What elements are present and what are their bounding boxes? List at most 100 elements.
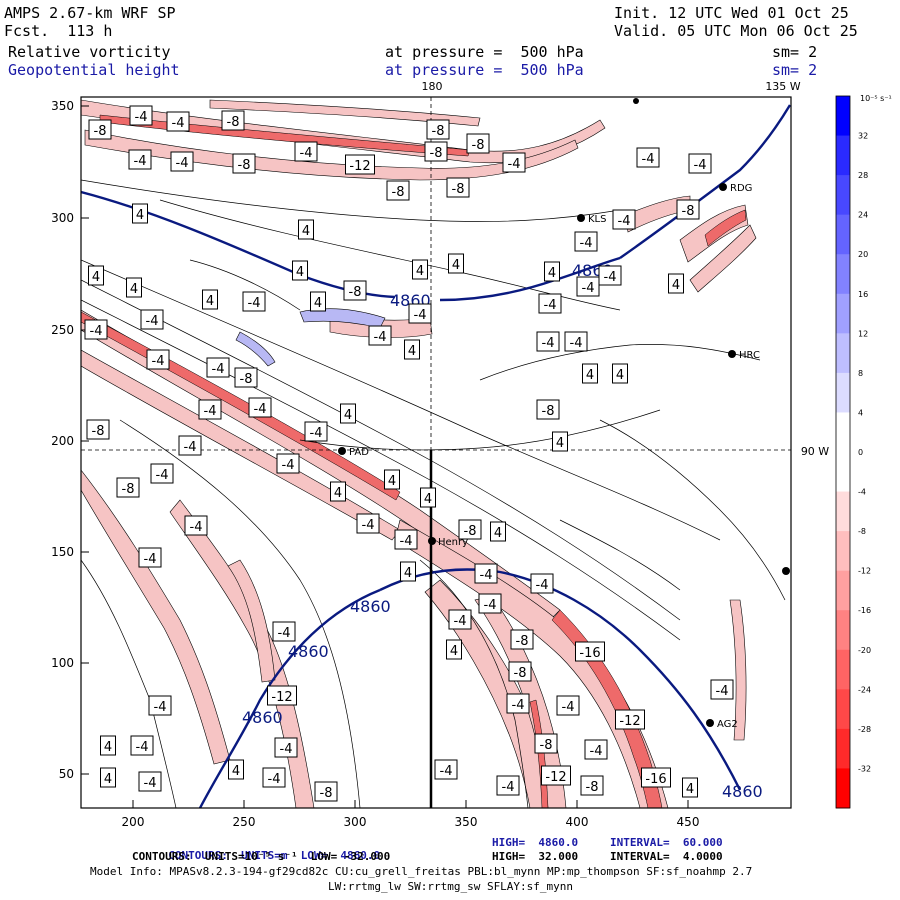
- vorticity-label: -8: [221, 110, 245, 131]
- vorticity-label: -4: [556, 695, 580, 716]
- colorbar-unit: 10⁻⁵ s⁻¹: [860, 94, 892, 103]
- vorticity-label: -4: [274, 737, 298, 758]
- height-label: 4860: [242, 708, 283, 727]
- vorticity-label-text: 4: [296, 265, 304, 280]
- colorbar-label: 28: [858, 171, 868, 180]
- vorticity-label: -4: [408, 303, 432, 324]
- y-tick-label: 100: [51, 656, 74, 670]
- height-label: 4860: [350, 597, 391, 616]
- station-label: Henry: [438, 537, 468, 548]
- vorticity-label-text: 4: [388, 474, 396, 489]
- vorticity-label-text: -4: [278, 626, 291, 641]
- vorticity-label-text: -8: [432, 124, 445, 139]
- vorticity-label: -4: [148, 695, 172, 716]
- vorticity-label-text: 4: [556, 436, 564, 451]
- vorticity-label-text: -4: [156, 468, 169, 483]
- vorticity-label-text: -16: [645, 772, 666, 787]
- field1-level: at pressure = 500 hPa: [385, 43, 584, 61]
- station-dot: [428, 537, 436, 545]
- vorticity-label-text: -8: [452, 182, 465, 197]
- vorticity-label: 4: [668, 273, 684, 294]
- station-label: RDG: [730, 183, 752, 194]
- colorbar-segment: [836, 531, 850, 572]
- colorbar-segment: [836, 570, 850, 611]
- colorbar-label: 4: [858, 408, 863, 417]
- footer-vorticity-high: HIGH= 32.000: [492, 850, 579, 863]
- vorticity-label: -4: [478, 593, 502, 614]
- colorbar-label: -8: [858, 527, 866, 536]
- vorticity-label-text: -4: [146, 314, 159, 329]
- vorticity-label: -4: [129, 105, 153, 126]
- colorbar-label: 12: [858, 329, 868, 338]
- vorticity-label-text: -4: [580, 236, 593, 251]
- vorticity-label: -8: [116, 477, 140, 498]
- vorticity-label-text: -8: [540, 738, 553, 753]
- vorticity-label: -4: [368, 325, 392, 346]
- vorticity-label: 4: [400, 561, 416, 582]
- vorticity-label: -8: [446, 177, 470, 198]
- x-tick-label: 450: [677, 815, 700, 829]
- vorticity-label: -4: [140, 309, 164, 330]
- vorticity-label: -4: [248, 397, 272, 418]
- model-title: AMPS 2.67-km WRF SP: [4, 4, 176, 22]
- vorticity-label-text: -4: [300, 146, 313, 161]
- vorticity-label-text: -4: [134, 154, 147, 169]
- footer-vorticity-interval: INTERVAL= 4.0000: [610, 850, 723, 863]
- vorticity-label: 4: [448, 253, 464, 274]
- x-tick-label: 400: [566, 815, 589, 829]
- vorticity-label: -4: [598, 265, 622, 286]
- vorticity-label: -8: [88, 119, 112, 140]
- vorticity-label-text: 4: [136, 208, 144, 223]
- vorticity-label-text: -4: [248, 296, 261, 311]
- vorticity-label: -4: [130, 735, 154, 756]
- station-dot: [706, 719, 714, 727]
- footer-height-contours: CONTOURS: UNITS=m LOW= 4860.0: [155, 836, 380, 862]
- colorbar-segment: [836, 649, 850, 690]
- colorbar-label: 0: [858, 448, 863, 457]
- vorticity-label-text: -12: [545, 770, 566, 785]
- init-time: Init. 12 UTC Wed 01 Oct 25: [614, 4, 849, 22]
- x-tick-label: 350: [455, 815, 478, 829]
- vorticity-label-text: -4: [184, 440, 197, 455]
- field1-smoothing: sm= 2: [772, 43, 818, 61]
- vorticity-label: -8: [510, 629, 534, 650]
- y-tick-label: 350: [51, 99, 74, 113]
- station-label: PAD: [349, 447, 369, 458]
- vorticity-label: -8: [232, 153, 256, 174]
- vorticity-label-text: -8: [349, 285, 362, 300]
- vorticity-label: -8: [343, 280, 367, 301]
- y-tick-label: 50: [59, 767, 74, 781]
- vorticity-label-text: 4: [344, 408, 352, 423]
- vorticity-label: 4: [412, 259, 428, 280]
- vorticity-label: -4: [198, 399, 222, 420]
- vorticity-label: -4: [166, 111, 190, 132]
- vorticity-label-text: -4: [414, 308, 427, 323]
- vorticity-label-text: -4: [90, 324, 103, 339]
- vorticity-label: 4: [446, 639, 462, 660]
- vorticity-label: 4: [612, 363, 628, 384]
- vorticity-label: -4: [242, 291, 266, 312]
- vorticity-label: -4: [356, 513, 380, 534]
- vorticity-label: -4: [206, 357, 230, 378]
- x-tick-label: 300: [344, 815, 367, 829]
- station-dot: [728, 350, 736, 358]
- vorticity-label: -4: [448, 609, 472, 630]
- vorticity-label-text: -4: [642, 152, 655, 167]
- vorticity-label: -4: [574, 231, 598, 252]
- vorticity-label-text: -4: [204, 404, 217, 419]
- field2-name: Geopotential height: [8, 61, 180, 79]
- vorticity-label-text: -4: [374, 330, 387, 345]
- colorbar-segment: [836, 214, 850, 255]
- lon-label-90w: 90 W: [801, 445, 829, 458]
- vorticity-label-text: -4: [694, 158, 707, 173]
- colorbar-segment: [836, 768, 850, 809]
- vorticity-label: 4: [100, 735, 116, 756]
- vorticity-label: -4: [564, 331, 588, 352]
- vorticity-label: -4: [150, 463, 174, 484]
- vorticity-label-text: 4: [452, 258, 460, 273]
- station-label: KLS: [588, 214, 606, 225]
- colorbar-segment: [836, 412, 850, 453]
- vorticity-label: -8: [458, 519, 482, 540]
- station-dot: [338, 447, 346, 455]
- vorticity-label-text: -4: [562, 700, 575, 715]
